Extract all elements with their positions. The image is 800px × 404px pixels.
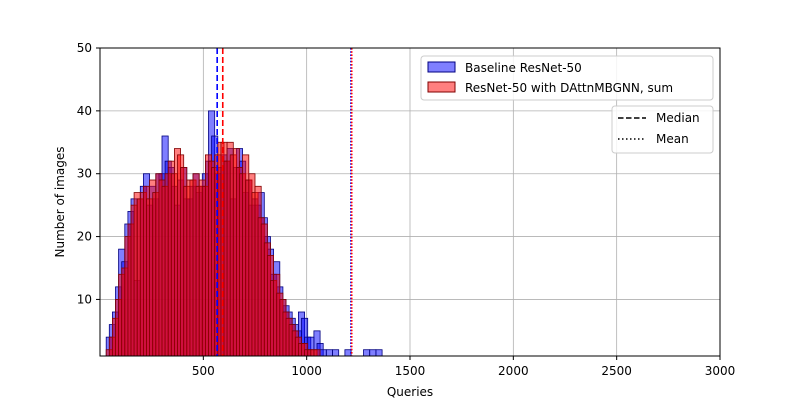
- bar-baseline: [325, 349, 333, 357]
- y-tick-label: 40: [77, 104, 92, 118]
- y-axis-label: Number of images: [53, 146, 67, 257]
- legend-series: Baseline ResNet-50 ResNet-50 with DAttnM…: [420, 55, 714, 101]
- bar-baseline: [363, 349, 371, 357]
- x-tick-label: 2000: [498, 364, 529, 378]
- legend-median-label: Median: [656, 111, 700, 125]
- bars: [105, 110, 383, 357]
- legend-label-dattn: ResNet-50 with DAttnMBGNN, sum: [465, 81, 673, 95]
- bar-dattn: [313, 349, 321, 357]
- legend-swatch-baseline: [427, 61, 456, 73]
- bar-baseline: [319, 349, 327, 357]
- legend-mean-label: Mean: [656, 132, 689, 146]
- legend-stats: Median Mean: [611, 105, 714, 154]
- x-tick-label: 2500: [601, 364, 632, 378]
- y-axis-ticks: 10 20 30 40 50: [77, 41, 100, 306]
- y-tick-label: 30: [77, 167, 92, 181]
- y-tick-label: 50: [77, 41, 92, 55]
- bar-baseline: [332, 349, 340, 357]
- legend-series-box: [420, 55, 714, 101]
- y-tick-label: 20: [77, 230, 92, 244]
- x-tick-label: 3000: [705, 364, 736, 378]
- x-tick-label: 500: [192, 364, 215, 378]
- legend-label-baseline: Baseline ResNet-50: [465, 61, 582, 75]
- bar-baseline: [369, 349, 377, 357]
- x-axis-ticks: 500 1000 1500 2000 2500 3000: [192, 356, 735, 378]
- y-tick-label: 10: [77, 292, 92, 306]
- legend-swatch-dattn: [427, 81, 456, 93]
- reference-lines: [216, 48, 353, 356]
- x-axis-label: Queries: [387, 385, 433, 399]
- bar-baseline: [375, 349, 383, 357]
- x-tick-label: 1500: [395, 364, 426, 378]
- x-tick-label: 1000: [291, 364, 322, 378]
